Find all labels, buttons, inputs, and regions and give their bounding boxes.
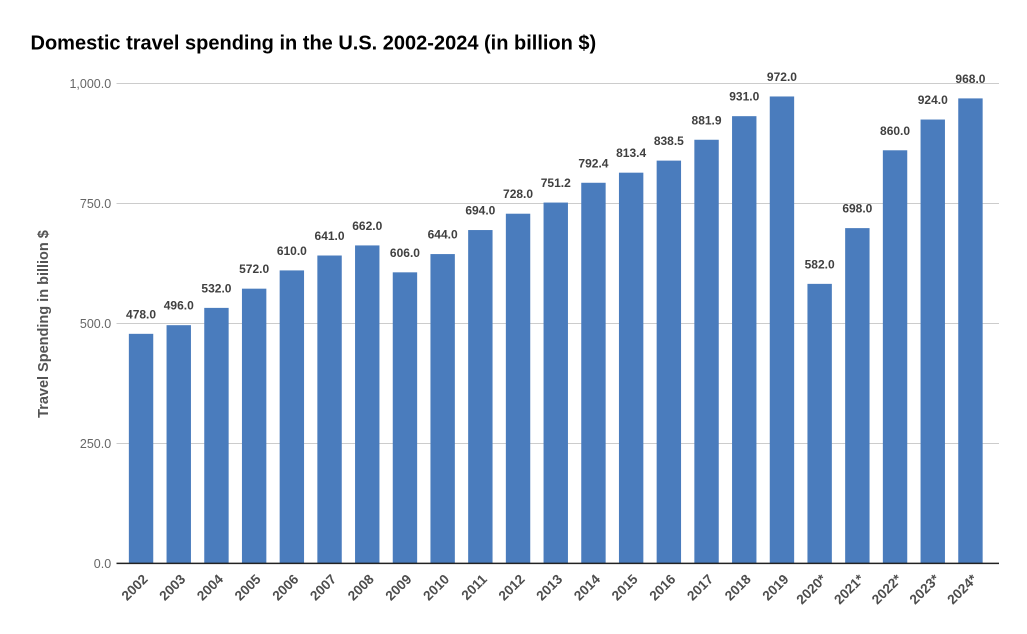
svg-text:694.0: 694.0 [465, 204, 495, 218]
svg-text:881.9: 881.9 [692, 113, 722, 127]
svg-text:250.0: 250.0 [80, 437, 111, 451]
svg-text:751.2: 751.2 [541, 176, 571, 190]
svg-text:924.0: 924.0 [918, 93, 948, 107]
svg-text:606.0: 606.0 [390, 246, 420, 260]
svg-text:Travel Spending in billion $: Travel Spending in billion $ [36, 230, 52, 418]
svg-text:500.0: 500.0 [80, 317, 111, 331]
svg-text:968.0: 968.0 [955, 72, 985, 86]
svg-text:641.0: 641.0 [315, 229, 345, 243]
svg-text:532.0: 532.0 [201, 281, 231, 295]
svg-text:972.0: 972.0 [767, 70, 797, 84]
svg-text:0.0: 0.0 [94, 557, 111, 571]
svg-text:582.0: 582.0 [805, 257, 835, 271]
svg-text:644.0: 644.0 [428, 228, 458, 242]
svg-text:496.0: 496.0 [164, 299, 194, 313]
svg-text:792.4: 792.4 [578, 156, 608, 170]
svg-text:1,000.0: 1,000.0 [69, 77, 111, 91]
svg-text:662.0: 662.0 [352, 219, 382, 233]
svg-text:750.0: 750.0 [80, 197, 111, 211]
svg-text:728.0: 728.0 [503, 187, 533, 201]
svg-text:610.0: 610.0 [277, 244, 307, 258]
svg-text:931.0: 931.0 [729, 90, 759, 104]
svg-text:572.0: 572.0 [239, 262, 269, 276]
svg-text:813.4: 813.4 [616, 146, 646, 160]
svg-text:838.5: 838.5 [654, 134, 684, 148]
svg-text:Domestic travel spending in th: Domestic travel spending in the U.S. 200… [31, 33, 597, 55]
svg-text:860.0: 860.0 [880, 124, 910, 138]
svg-text:698.0: 698.0 [842, 202, 872, 216]
svg-text:478.0: 478.0 [126, 307, 156, 321]
